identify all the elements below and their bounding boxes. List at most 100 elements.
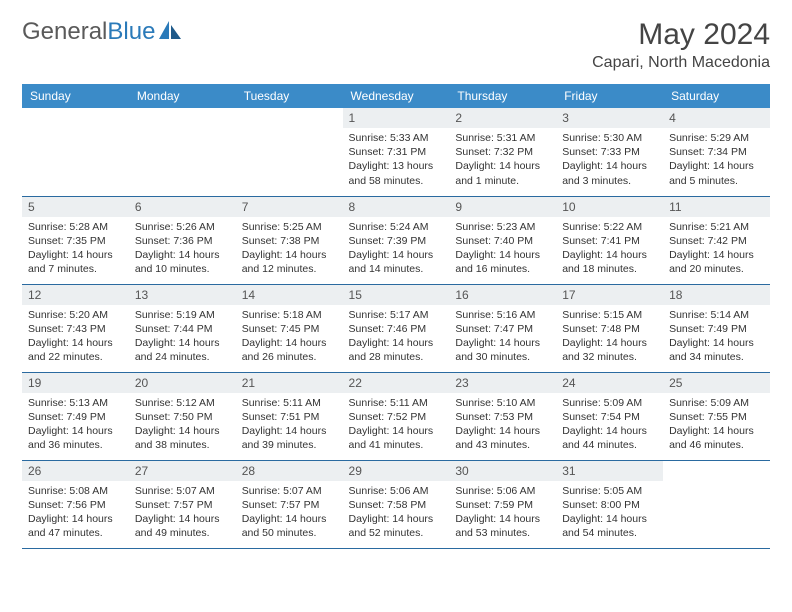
- day-details: Sunrise: 5:05 AMSunset: 8:00 PMDaylight:…: [556, 481, 663, 547]
- day-number: 19: [22, 373, 129, 393]
- location: Capari, North Macedonia: [592, 54, 770, 72]
- calendar-week-row: 5Sunrise: 5:28 AMSunset: 7:35 PMDaylight…: [22, 196, 770, 284]
- calendar-day-cell: 17Sunrise: 5:15 AMSunset: 7:48 PMDayligh…: [556, 284, 663, 372]
- day-details: Sunrise: 5:33 AMSunset: 7:31 PMDaylight:…: [343, 128, 450, 194]
- calendar-day-cell: [22, 108, 129, 196]
- day-details: Sunrise: 5:06 AMSunset: 7:58 PMDaylight:…: [343, 481, 450, 547]
- day-number: 25: [663, 373, 770, 393]
- calendar-day-cell: 11Sunrise: 5:21 AMSunset: 7:42 PMDayligh…: [663, 196, 770, 284]
- day-details: Sunrise: 5:30 AMSunset: 7:33 PMDaylight:…: [556, 128, 663, 194]
- day-number: 8: [343, 197, 450, 217]
- calendar-day-cell: 6Sunrise: 5:26 AMSunset: 7:36 PMDaylight…: [129, 196, 236, 284]
- calendar-day-cell: 10Sunrise: 5:22 AMSunset: 7:41 PMDayligh…: [556, 196, 663, 284]
- calendar-day-cell: 18Sunrise: 5:14 AMSunset: 7:49 PMDayligh…: [663, 284, 770, 372]
- day-details: Sunrise: 5:13 AMSunset: 7:49 PMDaylight:…: [22, 393, 129, 459]
- day-number: 15: [343, 285, 450, 305]
- calendar-week-row: 12Sunrise: 5:20 AMSunset: 7:43 PMDayligh…: [22, 284, 770, 372]
- calendar-day-cell: 28Sunrise: 5:07 AMSunset: 7:57 PMDayligh…: [236, 460, 343, 548]
- calendar-day-cell: 9Sunrise: 5:23 AMSunset: 7:40 PMDaylight…: [449, 196, 556, 284]
- day-details: Sunrise: 5:07 AMSunset: 7:57 PMDaylight:…: [129, 481, 236, 547]
- day-number: 1: [343, 108, 450, 128]
- calendar-day-cell: [129, 108, 236, 196]
- calendar-day-cell: 7Sunrise: 5:25 AMSunset: 7:38 PMDaylight…: [236, 196, 343, 284]
- day-details: Sunrise: 5:09 AMSunset: 7:54 PMDaylight:…: [556, 393, 663, 459]
- day-details: Sunrise: 5:07 AMSunset: 7:57 PMDaylight:…: [236, 481, 343, 547]
- day-details: Sunrise: 5:11 AMSunset: 7:52 PMDaylight:…: [343, 393, 450, 459]
- day-number: 18: [663, 285, 770, 305]
- day-number: 2: [449, 108, 556, 128]
- day-number: 11: [663, 197, 770, 217]
- calendar-day-cell: 25Sunrise: 5:09 AMSunset: 7:55 PMDayligh…: [663, 372, 770, 460]
- calendar-day-cell: 16Sunrise: 5:16 AMSunset: 7:47 PMDayligh…: [449, 284, 556, 372]
- day-details: Sunrise: 5:12 AMSunset: 7:50 PMDaylight:…: [129, 393, 236, 459]
- calendar-day-cell: 2Sunrise: 5:31 AMSunset: 7:32 PMDaylight…: [449, 108, 556, 196]
- day-details: Sunrise: 5:11 AMSunset: 7:51 PMDaylight:…: [236, 393, 343, 459]
- day-number: 27: [129, 461, 236, 481]
- weekday-header: Tuesday: [236, 84, 343, 108]
- weekday-header: Sunday: [22, 84, 129, 108]
- title-block: May 2024 Capari, North Macedonia: [592, 18, 770, 72]
- calendar-day-cell: 14Sunrise: 5:18 AMSunset: 7:45 PMDayligh…: [236, 284, 343, 372]
- day-details: Sunrise: 5:23 AMSunset: 7:40 PMDaylight:…: [449, 217, 556, 283]
- weekday-header: Monday: [129, 84, 236, 108]
- calendar-day-cell: [236, 108, 343, 196]
- logo: GeneralBlue: [22, 18, 183, 46]
- calendar-day-cell: 5Sunrise: 5:28 AMSunset: 7:35 PMDaylight…: [22, 196, 129, 284]
- day-number: 29: [343, 461, 450, 481]
- calendar-day-cell: 26Sunrise: 5:08 AMSunset: 7:56 PMDayligh…: [22, 460, 129, 548]
- day-number: 24: [556, 373, 663, 393]
- calendar-day-cell: 12Sunrise: 5:20 AMSunset: 7:43 PMDayligh…: [22, 284, 129, 372]
- calendar-day-cell: 13Sunrise: 5:19 AMSunset: 7:44 PMDayligh…: [129, 284, 236, 372]
- day-details: Sunrise: 5:21 AMSunset: 7:42 PMDaylight:…: [663, 217, 770, 283]
- calendar-day-cell: 23Sunrise: 5:10 AMSunset: 7:53 PMDayligh…: [449, 372, 556, 460]
- weekday-header: Wednesday: [343, 84, 450, 108]
- calendar-day-cell: 20Sunrise: 5:12 AMSunset: 7:50 PMDayligh…: [129, 372, 236, 460]
- day-number: 9: [449, 197, 556, 217]
- weekday-header: Thursday: [449, 84, 556, 108]
- day-number: 20: [129, 373, 236, 393]
- day-number: 10: [556, 197, 663, 217]
- day-details: Sunrise: 5:28 AMSunset: 7:35 PMDaylight:…: [22, 217, 129, 283]
- calendar-day-cell: 4Sunrise: 5:29 AMSunset: 7:34 PMDaylight…: [663, 108, 770, 196]
- month-title: May 2024: [592, 18, 770, 52]
- calendar-week-row: 19Sunrise: 5:13 AMSunset: 7:49 PMDayligh…: [22, 372, 770, 460]
- day-number: 5: [22, 197, 129, 217]
- calendar-day-cell: 3Sunrise: 5:30 AMSunset: 7:33 PMDaylight…: [556, 108, 663, 196]
- day-details: Sunrise: 5:20 AMSunset: 7:43 PMDaylight:…: [22, 305, 129, 371]
- day-details: Sunrise: 5:15 AMSunset: 7:48 PMDaylight:…: [556, 305, 663, 371]
- logo-word-b: Blue: [107, 18, 155, 45]
- day-details: Sunrise: 5:22 AMSunset: 7:41 PMDaylight:…: [556, 217, 663, 283]
- day-number: 30: [449, 461, 556, 481]
- day-number: 13: [129, 285, 236, 305]
- calendar-day-cell: 30Sunrise: 5:06 AMSunset: 7:59 PMDayligh…: [449, 460, 556, 548]
- day-details: Sunrise: 5:06 AMSunset: 7:59 PMDaylight:…: [449, 481, 556, 547]
- day-details: Sunrise: 5:14 AMSunset: 7:49 PMDaylight:…: [663, 305, 770, 371]
- logo-text: GeneralBlue: [22, 18, 155, 46]
- day-details: Sunrise: 5:31 AMSunset: 7:32 PMDaylight:…: [449, 128, 556, 194]
- day-details: Sunrise: 5:24 AMSunset: 7:39 PMDaylight:…: [343, 217, 450, 283]
- weekday-header-row: SundayMondayTuesdayWednesdayThursdayFrid…: [22, 84, 770, 108]
- calendar-body: 1Sunrise: 5:33 AMSunset: 7:31 PMDaylight…: [22, 108, 770, 548]
- calendar-table: SundayMondayTuesdayWednesdayThursdayFrid…: [22, 84, 770, 549]
- calendar-week-row: 1Sunrise: 5:33 AMSunset: 7:31 PMDaylight…: [22, 108, 770, 196]
- calendar-day-cell: 31Sunrise: 5:05 AMSunset: 8:00 PMDayligh…: [556, 460, 663, 548]
- day-number: 3: [556, 108, 663, 128]
- day-number: 31: [556, 461, 663, 481]
- day-details: Sunrise: 5:26 AMSunset: 7:36 PMDaylight:…: [129, 217, 236, 283]
- day-number: 28: [236, 461, 343, 481]
- calendar-day-cell: 15Sunrise: 5:17 AMSunset: 7:46 PMDayligh…: [343, 284, 450, 372]
- logo-word-a: General: [22, 18, 107, 45]
- day-details: Sunrise: 5:25 AMSunset: 7:38 PMDaylight:…: [236, 217, 343, 283]
- calendar-day-cell: 24Sunrise: 5:09 AMSunset: 7:54 PMDayligh…: [556, 372, 663, 460]
- day-number: 22: [343, 373, 450, 393]
- logo-sail-icon: [157, 19, 183, 46]
- header: GeneralBlue May 2024 Capari, North Maced…: [22, 18, 770, 72]
- weekday-header: Friday: [556, 84, 663, 108]
- day-number: 12: [22, 285, 129, 305]
- calendar-day-cell: 21Sunrise: 5:11 AMSunset: 7:51 PMDayligh…: [236, 372, 343, 460]
- calendar-day-cell: 19Sunrise: 5:13 AMSunset: 7:49 PMDayligh…: [22, 372, 129, 460]
- day-number: 4: [663, 108, 770, 128]
- day-number: 14: [236, 285, 343, 305]
- calendar-day-cell: 8Sunrise: 5:24 AMSunset: 7:39 PMDaylight…: [343, 196, 450, 284]
- day-number: 16: [449, 285, 556, 305]
